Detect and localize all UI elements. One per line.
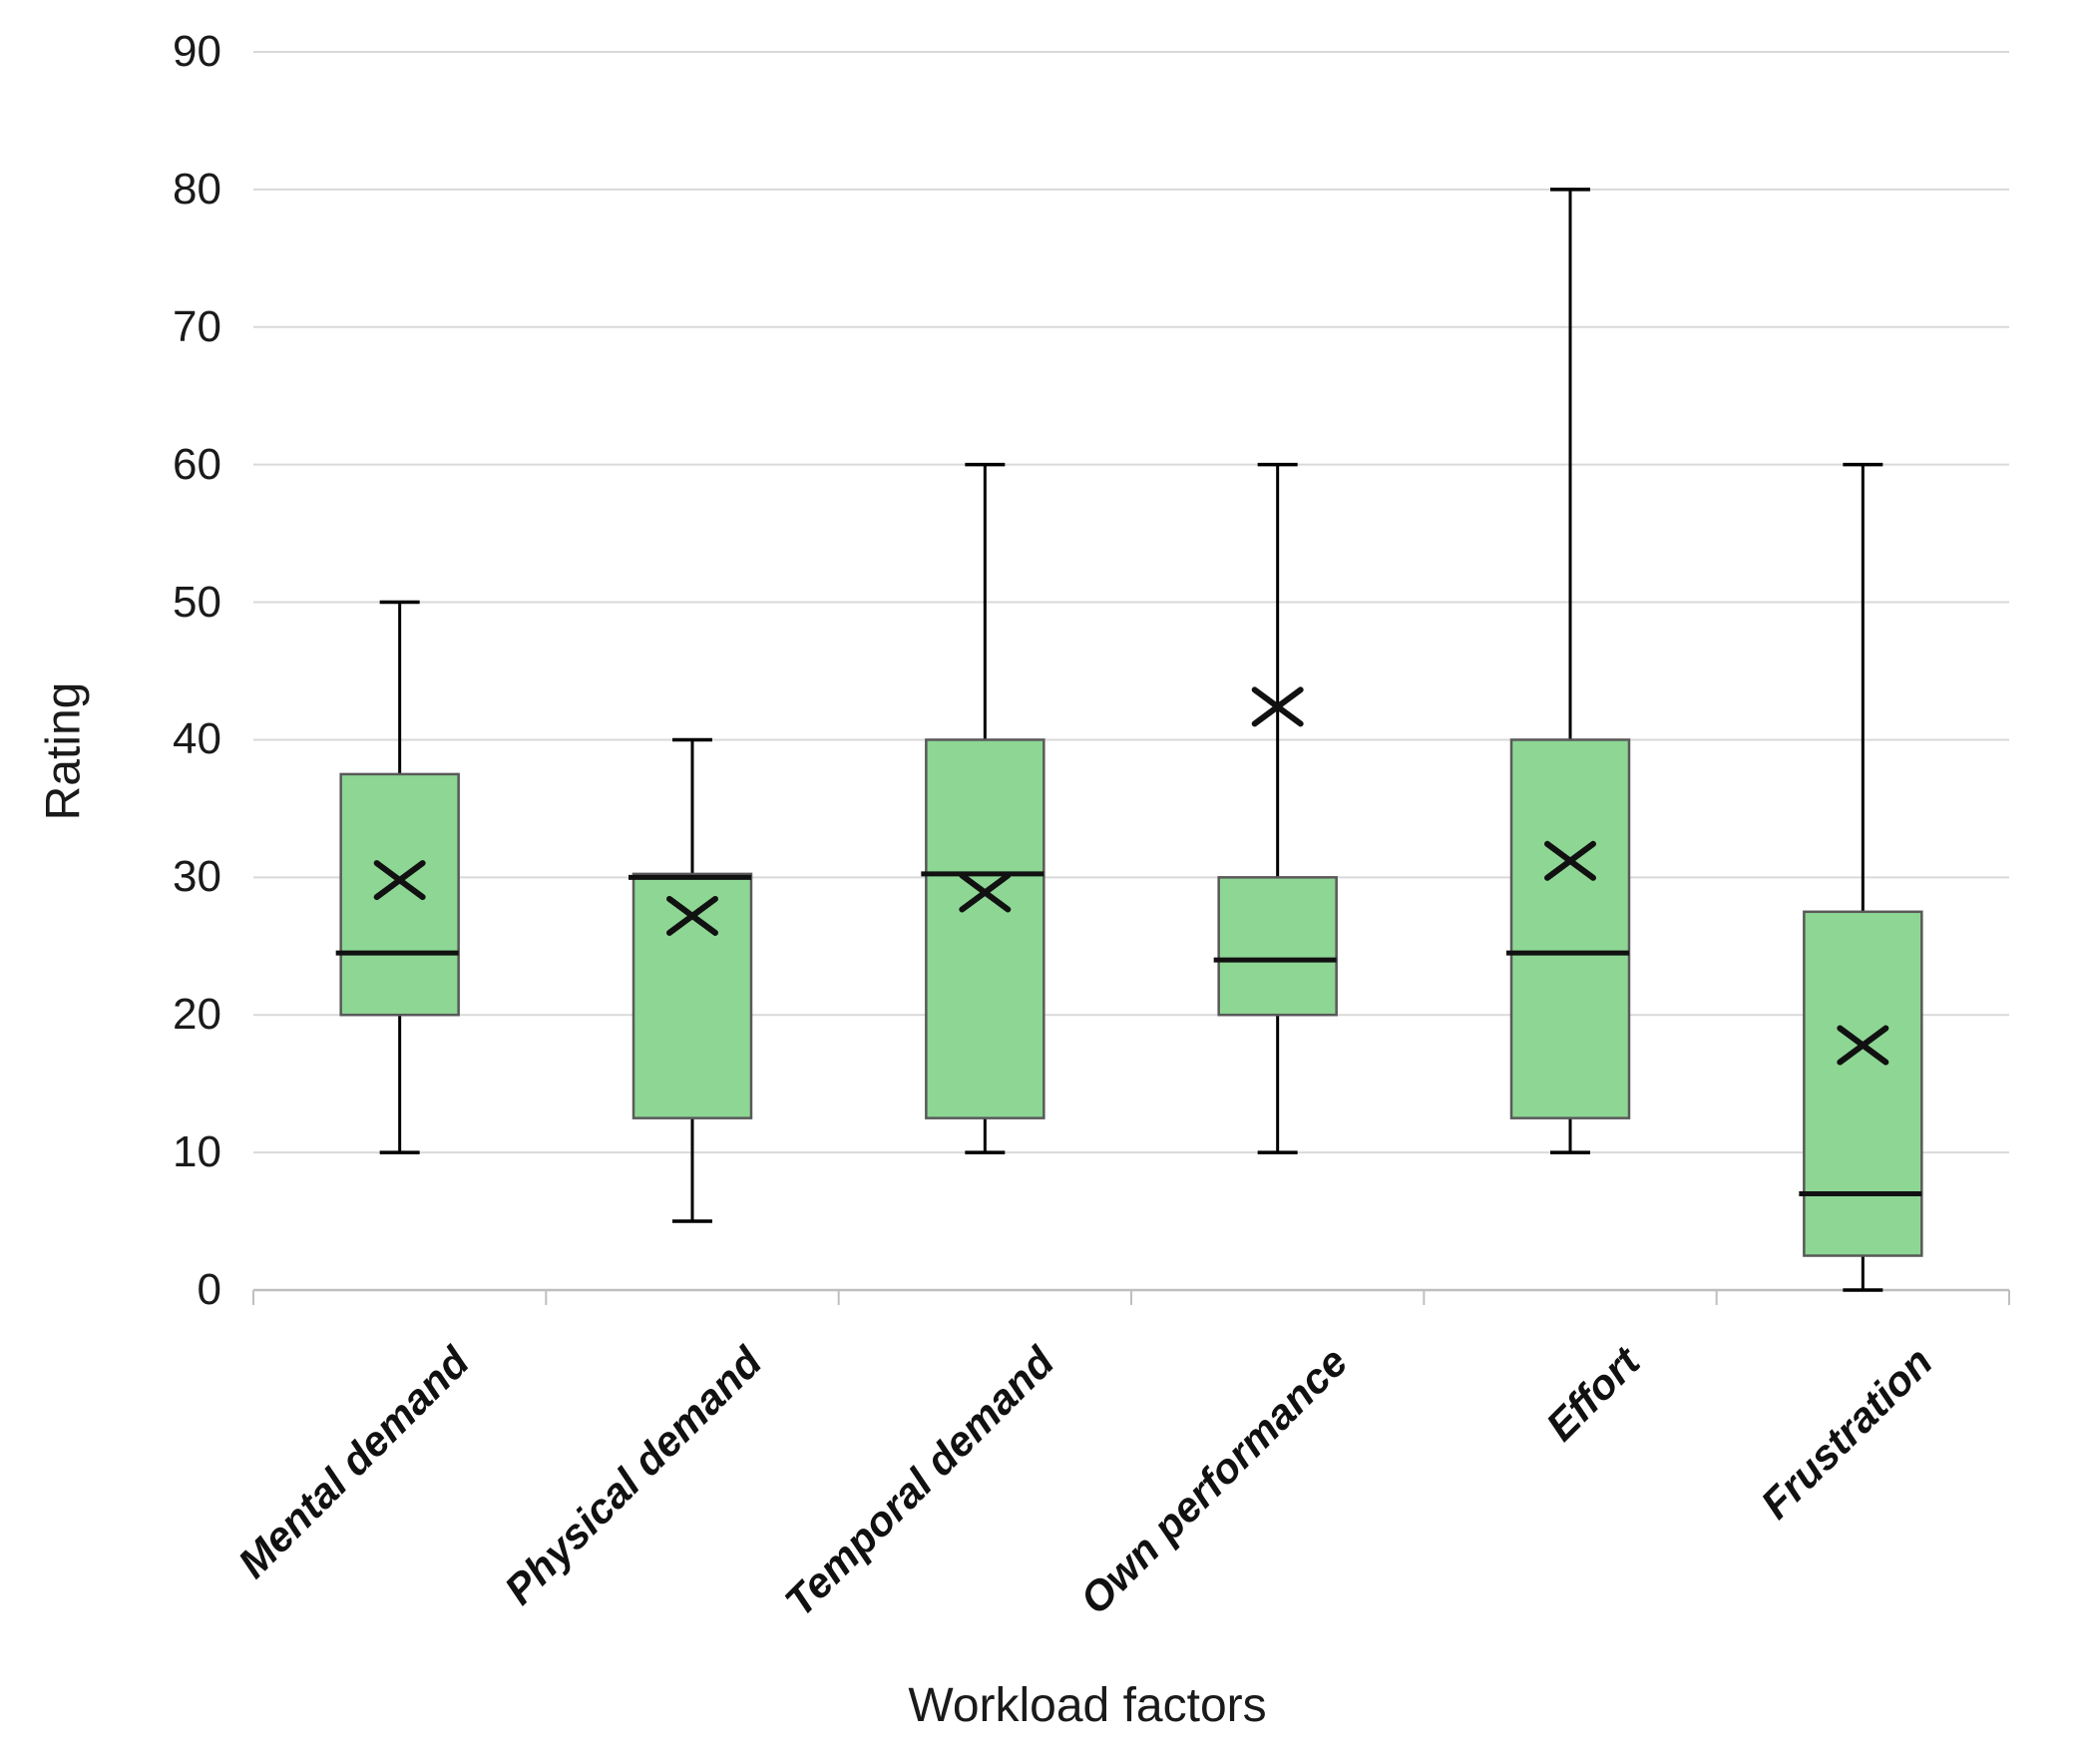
mean-x-marker	[1544, 840, 1596, 881]
iqr-box	[339, 772, 460, 1017]
mean-x-marker	[1837, 1025, 1889, 1066]
y-tick-label: 50	[173, 577, 221, 627]
y-tick-label: 90	[173, 27, 221, 76]
iqr-box	[1217, 876, 1338, 1017]
y-tick-label: 60	[173, 439, 221, 489]
mean-x-marker	[373, 860, 426, 901]
y-tick-label: 20	[173, 990, 221, 1040]
y-tick-label: 80	[173, 164, 221, 214]
iqr-box	[925, 738, 1045, 1119]
y-axis-title: Rating	[37, 681, 91, 821]
y-tick-label: 0	[197, 1265, 221, 1314]
mean-x-marker	[1251, 686, 1304, 727]
y-tick-label: 10	[173, 1127, 221, 1177]
x-axis-title: Workload factors	[908, 1679, 1267, 1732]
iqr-box	[1509, 738, 1631, 1119]
y-tick-label: 40	[173, 714, 221, 764]
iqr-box	[631, 872, 753, 1119]
iqr-box	[1803, 910, 1923, 1257]
y-tick-label: 30	[173, 852, 221, 902]
y-tick-label: 70	[173, 301, 221, 351]
mean-x-marker	[959, 872, 1012, 913]
mean-x-marker	[666, 895, 718, 936]
